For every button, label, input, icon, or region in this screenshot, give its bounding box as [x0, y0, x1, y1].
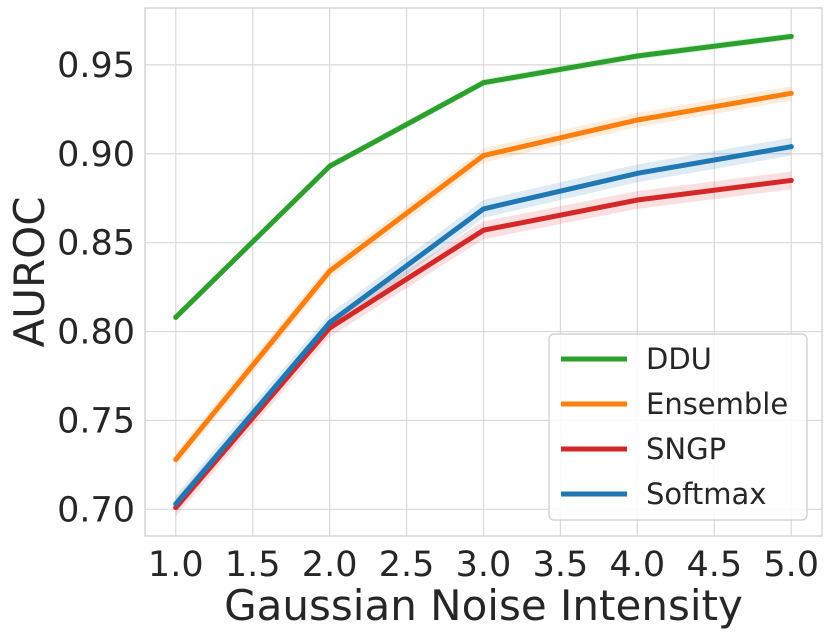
data-point-softmax: [788, 144, 794, 150]
x-tick-label: 2.0: [302, 545, 358, 585]
y-tick-label: 0.70: [57, 490, 135, 530]
y-axis-title: AUROC: [5, 196, 54, 347]
x-tick-label: 3.0: [456, 545, 512, 585]
data-point-ensemble: [327, 268, 333, 274]
data-point-ddu: [634, 53, 640, 59]
data-point-ensemble: [173, 457, 179, 463]
legend: DDU Ensemble SNGP Softmax: [548, 333, 808, 521]
legend-label-sngp: SNGP: [646, 432, 726, 466]
x-tick-label: 4.5: [686, 545, 742, 585]
data-point-ddu: [481, 80, 486, 86]
y-tick-label: 0.80: [57, 313, 135, 353]
y-tick-label: 0.85: [57, 224, 135, 264]
data-point-ensemble: [481, 153, 486, 159]
legend-label-ddu: DDU: [646, 342, 712, 376]
y-tick-label: 0.75: [57, 401, 135, 441]
confidence-bands: [175, 32, 792, 517]
x-tick-label: 5.0: [763, 545, 819, 585]
data-point-sngp: [173, 505, 179, 511]
data-point-sngp: [481, 227, 486, 233]
tick-labels: 1.0 1.5 2.0 2.5 3.0 3.5 4.0 4.5 5.0 0.70 0.75 0.80 0…: [57, 46, 819, 585]
legend-label-softmax: Softmax: [646, 477, 766, 511]
x-tick-label: 4.0: [610, 545, 666, 585]
x-tick-label: 3.5: [533, 545, 589, 585]
data-point-softmax: [634, 170, 640, 176]
legend-box: [548, 333, 808, 521]
plot-frame: [144, 7, 823, 537]
data-point-softmax: [481, 206, 486, 212]
confidence-band-softmax: [175, 137, 792, 513]
data-point-ddu: [173, 314, 179, 320]
x-tick-label: 2.5: [379, 545, 435, 585]
data-point-ddu: [788, 33, 794, 39]
data-point-sngp: [634, 197, 640, 203]
legend-label-ensemble: Ensemble: [646, 387, 788, 421]
y-tick-label: 0.90: [57, 135, 135, 175]
x-axis-title: Gaussian Noise Intensity: [224, 581, 743, 630]
data-point-ensemble: [788, 90, 794, 96]
series-lines: [173, 33, 794, 511]
data-point-softmax: [173, 501, 179, 507]
confidence-band-ensemble: [175, 86, 792, 467]
data-point-softmax: [327, 320, 333, 326]
data-point-ddu: [327, 163, 333, 169]
data-point-ensemble: [634, 117, 640, 123]
data-point-sngp: [788, 177, 794, 183]
y-tick-label: 0.95: [57, 46, 135, 86]
x-tick-label: 1.5: [225, 545, 281, 585]
x-tick-label: 1.0: [148, 545, 204, 585]
